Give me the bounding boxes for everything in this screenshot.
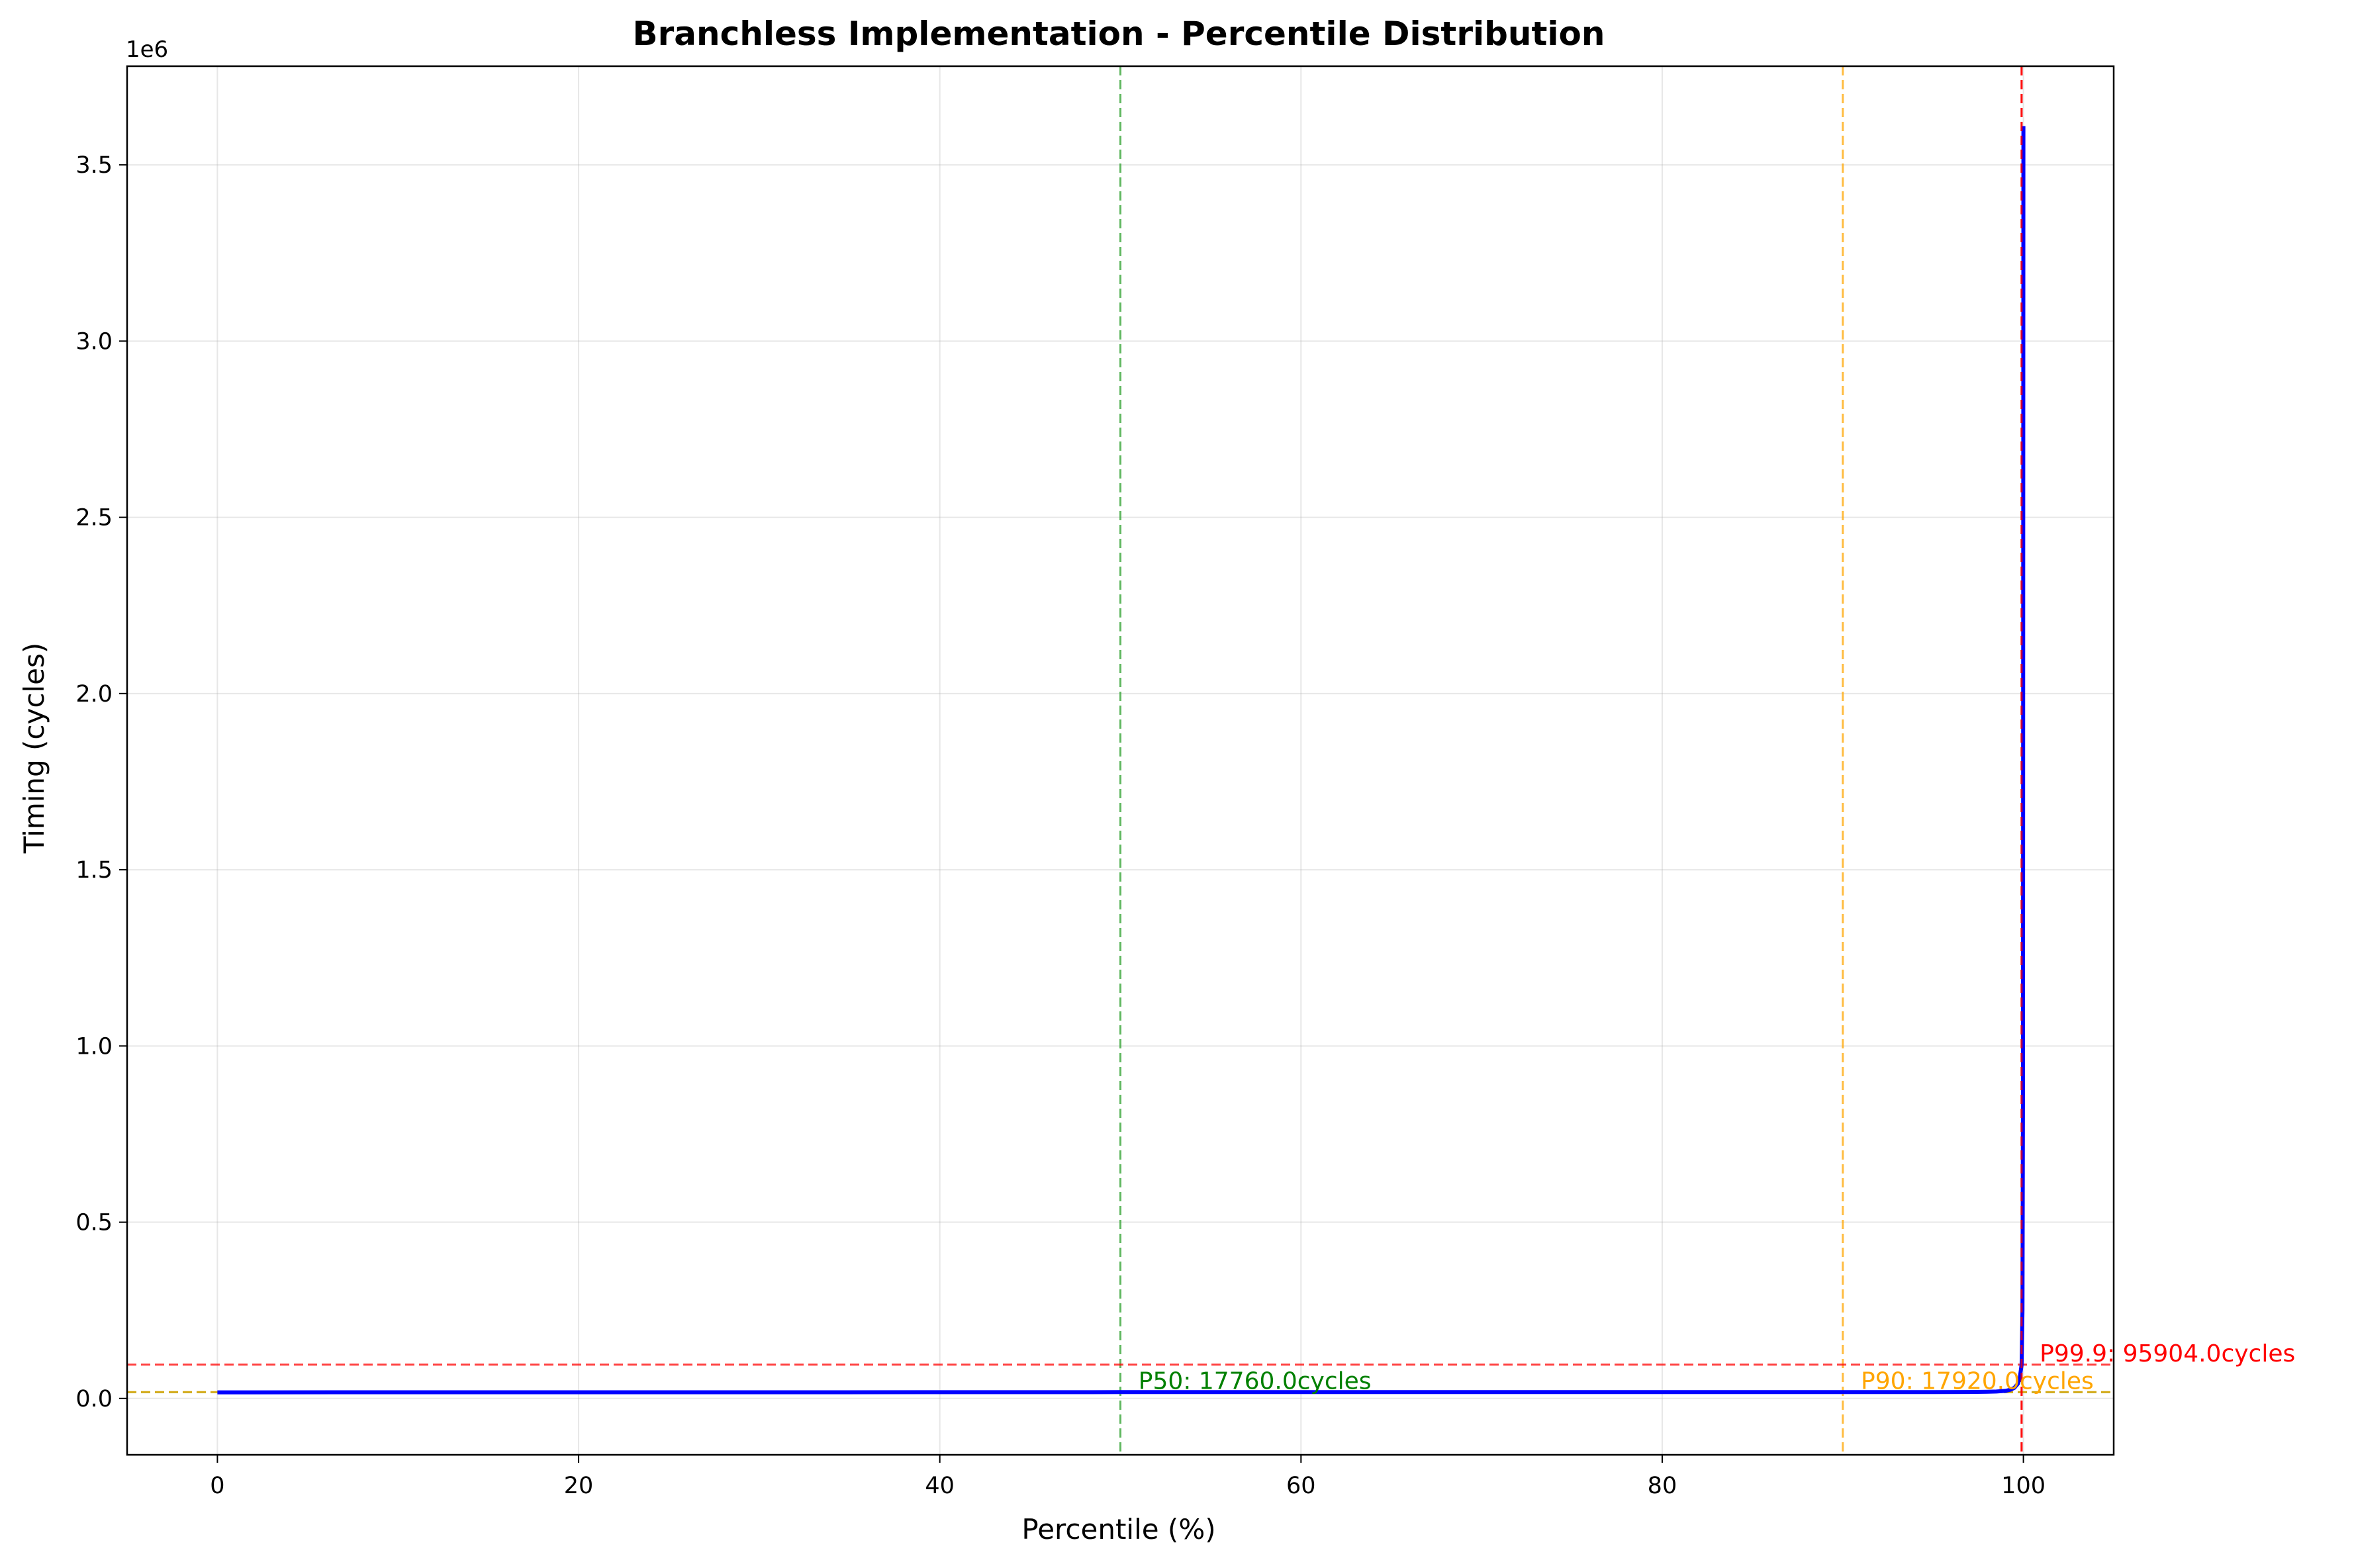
percentile-annotation: P50: 17760.0cycles [1139, 1367, 1372, 1395]
annotations: P50: 17760.0cycles P90: 17920.0cyclesP99.… [1139, 1340, 2295, 1395]
axis-ticks: 0 20 40 60 80 100 0.0 0.5 1.0 1.5 2.0 2.5 3.0 3.5 [75, 152, 2046, 1499]
chart-title: Branchless Implementation - Percentile D… [633, 15, 1605, 53]
x-tick-label: 80 [1648, 1473, 1677, 1499]
y-tick-label: 1.0 [75, 1033, 113, 1060]
plot-frame [126, 65, 2115, 1456]
y-tick-label: 1.5 [75, 857, 113, 884]
y-tick-label: 0.0 [75, 1386, 113, 1412]
y-tick-label: 3.0 [75, 328, 113, 355]
x-axis-label: Percentile (%) [1021, 1513, 1215, 1545]
series-layer [217, 66, 2026, 1455]
y-axis-offset-label: 1e6 [126, 36, 168, 63]
plot-area [127, 66, 2114, 1455]
percentile-annotation: P90: 17920.0cycles [1861, 1367, 2094, 1395]
x-tick-label: 40 [925, 1473, 955, 1499]
series-line [217, 126, 2026, 1395]
y-tick-label: 0.5 [75, 1210, 113, 1236]
y-axis-label: Timing (cycles) [18, 643, 50, 854]
x-tick-label: 60 [1286, 1473, 1316, 1499]
y-tick-label: 2.5 [75, 505, 113, 531]
x-tick-label: 0 [210, 1473, 224, 1499]
x-tick-label: 100 [2001, 1473, 2046, 1499]
y-tick-label: 2.0 [75, 681, 113, 708]
percentile-annotation: P99.9: 95904.0cycles [2040, 1340, 2295, 1367]
x-tick-label: 20 [564, 1473, 594, 1499]
y-tick-label: 3.5 [75, 152, 113, 179]
